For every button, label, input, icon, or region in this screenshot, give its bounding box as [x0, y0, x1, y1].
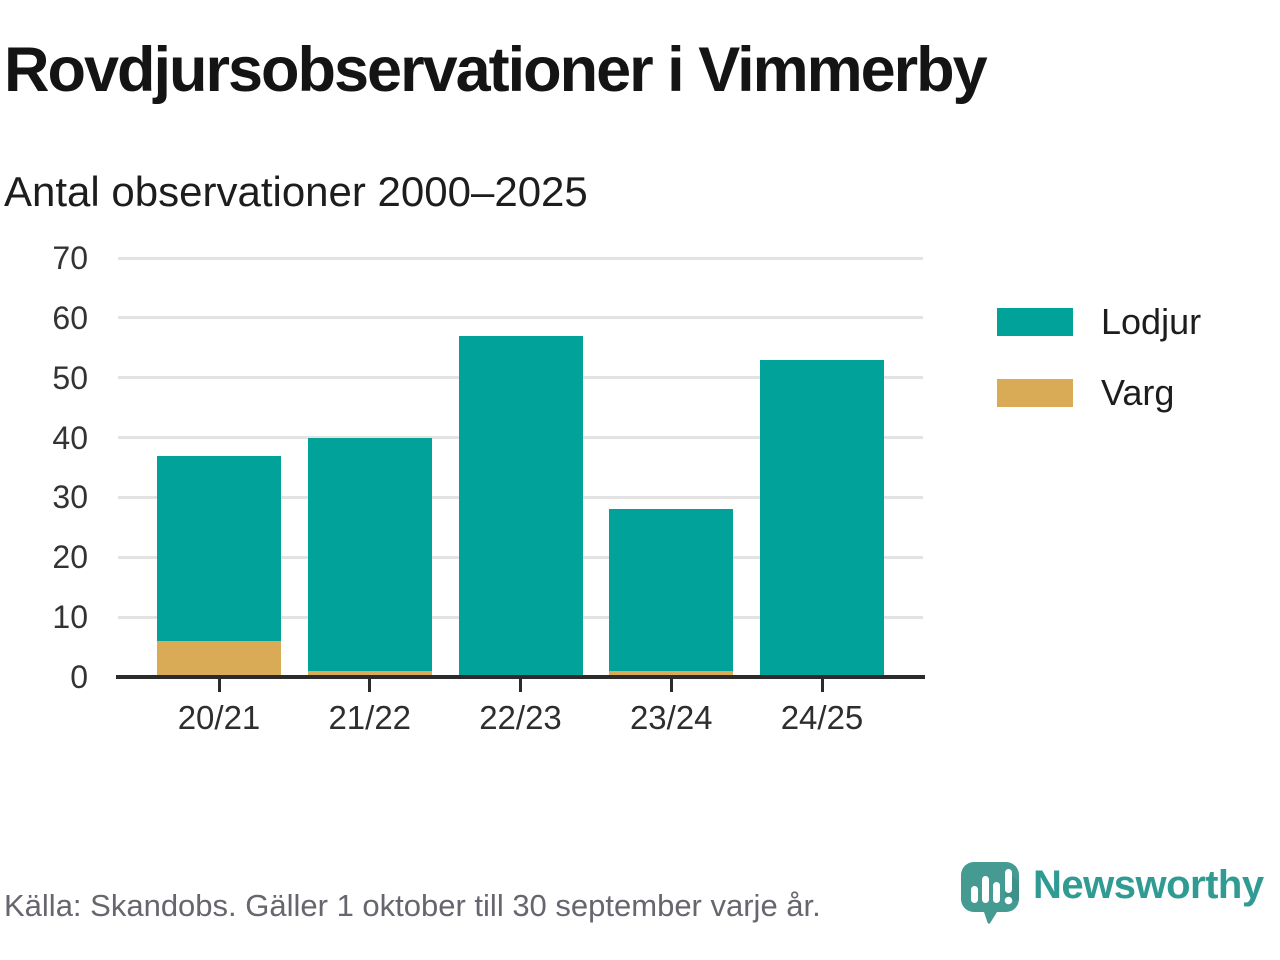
gridline-70 — [118, 256, 923, 260]
bar-segment-lodjur — [157, 455, 281, 642]
bar-segment-varg — [307, 671, 432, 677]
y-axis-label: 10 — [52, 599, 88, 636]
legend-item-lodjur: Lodjur — [997, 301, 1201, 343]
legend-label-varg: Varg — [1101, 372, 1175, 413]
x-axis-label: 24/25 — [780, 699, 864, 736]
legend-swatch-varg — [997, 379, 1073, 407]
legend-item-varg: Varg — [997, 372, 1201, 414]
x-axis-tick — [217, 679, 221, 692]
y-axis-label: 30 — [52, 479, 88, 516]
bar-segment-lodjur — [458, 335, 583, 677]
legend: Lodjur Varg — [997, 301, 1201, 443]
bar-segment-varg — [157, 641, 281, 677]
x-axis-label: 21/22 — [328, 699, 412, 736]
x-axis-tick — [669, 679, 673, 692]
newsworthy-speech-bubble-bar-chart-icon — [961, 862, 1019, 924]
bar-segment-lodjur — [760, 359, 884, 677]
x-axis-tick — [368, 679, 372, 692]
bar-segment-varg — [609, 671, 734, 677]
brand-name: Newsworthy — [1033, 863, 1264, 907]
newsworthy-brand: Newsworthy — [961, 862, 1264, 926]
x-axis-label: 20/21 — [177, 699, 261, 736]
x-axis-tick — [820, 679, 824, 692]
gridline-60 — [118, 316, 923, 320]
x-axis-tick — [519, 679, 522, 692]
y-axis-label: 20 — [52, 539, 88, 576]
legend-label-lodjur: Lodjur — [1101, 301, 1202, 342]
y-axis-label: 70 — [52, 240, 88, 276]
legend-swatch-lodjur — [997, 308, 1073, 336]
bar-segment-lodjur — [307, 437, 432, 672]
y-axis-label: 50 — [52, 359, 88, 396]
bar-segment-lodjur — [609, 509, 734, 672]
plot-area — [116, 256, 925, 679]
y-axis-label: 0 — [70, 659, 88, 695]
chart-title: Rovdjursobservationer i Vimmerby — [4, 35, 988, 105]
y-axis-label: 40 — [52, 419, 88, 456]
x-axis-label: 22/23 — [479, 699, 562, 736]
y-axis-label: 60 — [52, 299, 88, 336]
source-note: Källa: Skandobs. Gäller 1 oktober till 3… — [4, 888, 821, 923]
chart-subtitle: Antal observationer 2000–2025 — [4, 168, 588, 215]
x-axis-line — [116, 675, 925, 679]
x-axis-label: 23/24 — [629, 699, 713, 736]
